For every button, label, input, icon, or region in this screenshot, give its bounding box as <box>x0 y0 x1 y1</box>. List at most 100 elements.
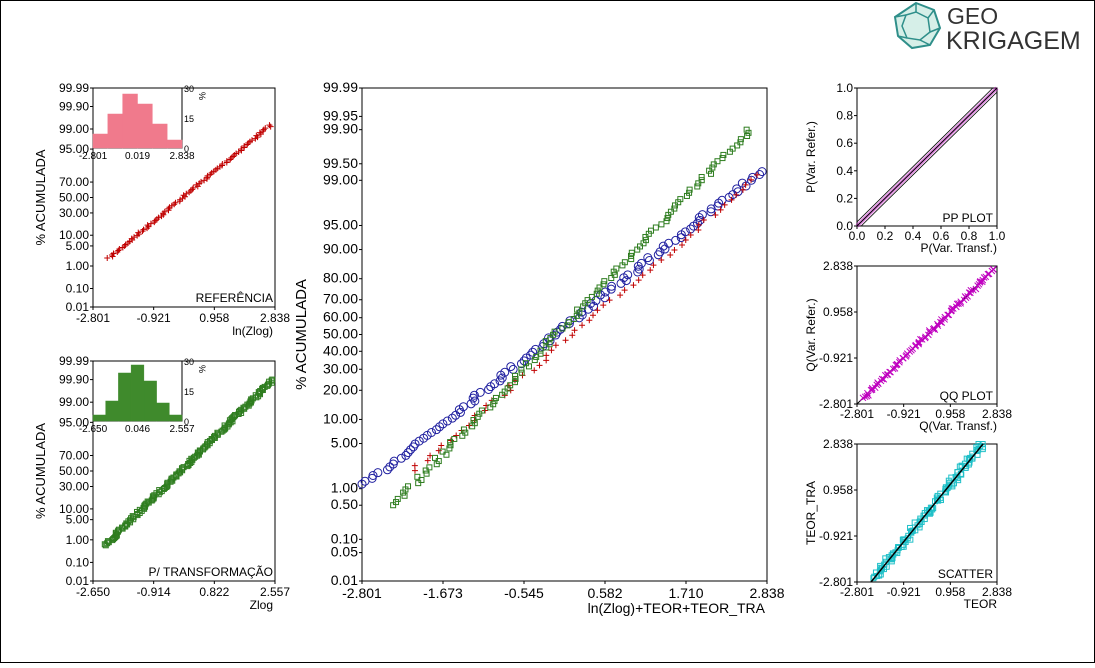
y-tick-label: 70.00 <box>323 291 358 307</box>
data-point <box>405 483 412 490</box>
y-tick-label: 0.05 <box>331 544 358 560</box>
y-tick-label: 0.10 <box>331 530 358 546</box>
data-point <box>204 172 211 179</box>
y-tick-label: 70.00 <box>59 448 89 462</box>
data-point <box>447 439 454 446</box>
data-point <box>543 357 550 364</box>
data-point <box>712 211 719 218</box>
data-point <box>679 242 686 249</box>
data-point <box>266 122 273 129</box>
data-point <box>478 407 485 414</box>
data-point <box>104 254 111 261</box>
x-tick-label: 0.6 <box>933 229 950 243</box>
histogram-y-tick: 0 <box>184 417 189 427</box>
y-tick-label: 0.10 <box>66 555 90 569</box>
data-point <box>492 394 499 401</box>
data-point <box>600 281 607 288</box>
data-point <box>438 419 448 429</box>
data-point <box>537 350 544 357</box>
data-point <box>500 367 510 377</box>
data-point <box>268 377 275 384</box>
data-point <box>401 492 408 499</box>
plot-frame <box>856 87 998 227</box>
y-tick-label: 30.00 <box>323 360 358 376</box>
histogram-x-tick: -2.650 <box>79 424 108 435</box>
y-tick-label: 1.0 <box>836 81 853 95</box>
x-tick-label: -0.545 <box>504 585 544 601</box>
x-axis-label: P(Var. Transf.) <box>921 241 997 255</box>
y-tick-label: 0.958 <box>823 483 853 497</box>
data-point <box>214 165 221 172</box>
data-point <box>671 235 681 245</box>
histogram-bar <box>122 93 138 149</box>
y-tick-label: 10.00 <box>323 410 358 426</box>
data-point <box>972 285 980 293</box>
data-point <box>357 479 367 489</box>
data-point <box>116 246 123 253</box>
data-point <box>571 327 578 334</box>
x-tick-label: 2.557 <box>260 585 290 599</box>
data-point <box>525 363 532 370</box>
y-axis-label: Q(Var. Refer.) <box>804 298 818 371</box>
y-tick-label: 30.00 <box>59 206 89 220</box>
data-point <box>542 338 549 345</box>
x-tick-label: 2.838 <box>982 585 1012 599</box>
chart-panel-scatter: -2.801 -0.921 0.958 2.838 -2.801 -0.921 0.958 2… <box>804 437 1012 611</box>
data-point <box>256 129 263 136</box>
data-point <box>471 420 478 427</box>
data-point <box>737 139 744 146</box>
histogram-x-tick: 0.019 <box>125 151 150 162</box>
data-point <box>894 547 901 554</box>
panel-label: REFERÊNCIA <box>196 290 273 305</box>
y-tick-label: -0.921 <box>819 351 853 365</box>
y-tick-label: 99.90 <box>59 373 89 387</box>
data-point <box>600 287 610 297</box>
y-axis-label: % ACUMULADA <box>293 279 310 390</box>
data-point <box>262 125 269 132</box>
data-point <box>382 465 392 475</box>
data-point <box>650 262 657 269</box>
y-tick-label: -2.801 <box>819 397 853 411</box>
data-point <box>928 504 935 511</box>
y-tick-label: 1.00 <box>331 480 358 496</box>
data-point <box>562 337 569 344</box>
data-point <box>717 206 724 213</box>
data-point <box>115 247 122 254</box>
y-axis-label: TEOR_TRA <box>804 481 818 545</box>
histogram-bar <box>169 414 183 422</box>
data-point <box>528 347 538 357</box>
data-point <box>189 186 196 193</box>
data-point <box>424 457 431 464</box>
data-point <box>241 143 248 150</box>
data-point <box>978 278 986 286</box>
data-point <box>183 190 190 197</box>
brand-line2: KRIGAGEM <box>946 27 1081 55</box>
data-point <box>418 476 425 483</box>
data-point <box>512 375 519 382</box>
histogram-y-label: % <box>197 92 207 100</box>
data-point <box>484 385 494 395</box>
data-point <box>546 341 553 348</box>
data-point <box>721 201 728 208</box>
reference-line <box>856 87 998 227</box>
y-tick-label: -2.801 <box>819 575 853 589</box>
data-point <box>446 445 453 452</box>
data-point <box>708 170 715 177</box>
y-tick-label: 99.00 <box>323 171 358 187</box>
data-point <box>608 275 615 282</box>
data-point <box>227 156 234 163</box>
data-point <box>110 250 117 257</box>
y-tick-label: 95.00 <box>59 415 89 429</box>
x-tick-label: 0.0 <box>849 229 866 243</box>
data-point <box>465 422 472 429</box>
data-point <box>574 306 581 313</box>
data-point <box>658 257 665 264</box>
y-tick-label: 0.0 <box>836 219 853 233</box>
data-point <box>600 302 607 309</box>
data-point <box>671 247 678 254</box>
data-point <box>401 450 411 460</box>
x-tick-label: 2.838 <box>749 585 784 601</box>
data-point <box>706 167 713 174</box>
x-tick-label: 2.838 <box>982 407 1012 421</box>
histogram-x-tick: -2.801 <box>79 151 108 162</box>
